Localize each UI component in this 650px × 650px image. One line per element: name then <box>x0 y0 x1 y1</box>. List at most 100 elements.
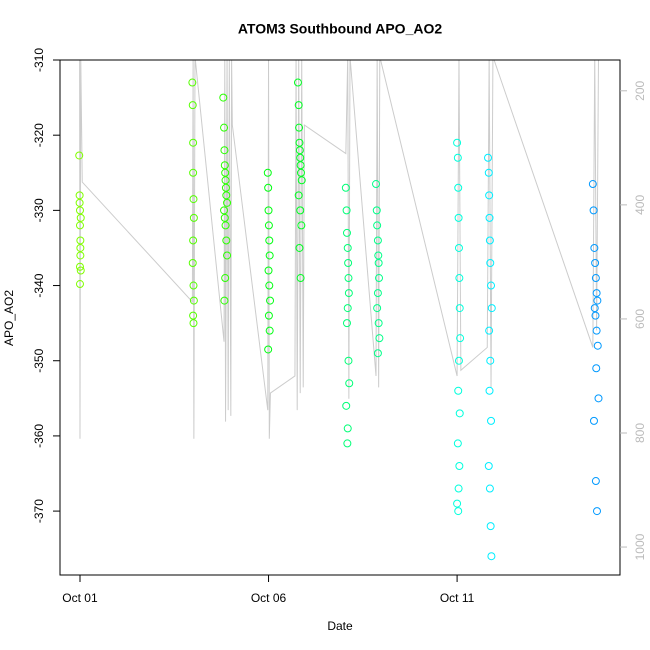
data-point <box>487 552 496 561</box>
data-point <box>373 304 382 313</box>
data-point <box>342 206 351 215</box>
data-point <box>345 379 354 388</box>
y-tick-label: -350 <box>32 348 46 372</box>
data-point <box>295 138 304 147</box>
data-point <box>344 289 353 298</box>
data-point <box>342 401 351 410</box>
data-point <box>189 281 198 290</box>
data-point <box>592 289 601 298</box>
data-point <box>374 251 383 260</box>
data-point <box>454 213 463 222</box>
data-point <box>374 319 383 328</box>
data-point <box>454 507 463 516</box>
data-point <box>265 251 274 260</box>
data-point <box>76 251 85 260</box>
data-point <box>592 507 601 516</box>
data-point <box>344 258 353 267</box>
y-tick-label: -340 <box>32 273 46 297</box>
data-point <box>374 258 383 267</box>
data-point <box>453 138 462 147</box>
data-point <box>591 477 600 486</box>
data-point <box>485 191 494 200</box>
data-point <box>220 146 229 155</box>
data-point <box>485 213 494 222</box>
data-point <box>454 183 463 192</box>
data-point <box>454 386 463 395</box>
data-point <box>264 311 273 320</box>
plot-area <box>75 60 603 561</box>
data-point <box>591 274 600 283</box>
data-point <box>75 151 84 160</box>
data-point <box>343 304 352 313</box>
data-point <box>220 206 229 215</box>
data-point <box>76 243 85 252</box>
data-point <box>223 198 232 207</box>
data-point <box>189 296 198 305</box>
data-point <box>591 258 600 267</box>
data-point <box>223 251 232 260</box>
x-tick-label: Oct 11 <box>440 591 475 605</box>
data-point <box>296 161 305 170</box>
data-point <box>295 243 304 252</box>
data-point <box>220 213 229 222</box>
altitude-line <box>79 60 599 439</box>
data-point <box>75 221 84 230</box>
data-point <box>455 461 464 470</box>
data-point <box>592 326 601 335</box>
data-point <box>344 356 353 365</box>
data-point <box>76 266 85 275</box>
data-point <box>220 123 229 132</box>
data-point <box>265 236 274 245</box>
x-tick-label: Oct 06 <box>251 591 287 605</box>
data-point <box>189 213 198 222</box>
data-point <box>593 341 602 350</box>
data-point <box>75 262 84 271</box>
data-point <box>219 93 228 102</box>
data-point <box>372 180 381 189</box>
data-point <box>373 221 382 230</box>
data-point <box>343 439 352 448</box>
data-point <box>342 228 351 237</box>
data-point <box>296 153 305 162</box>
data-point <box>221 274 230 283</box>
data-point <box>221 168 230 177</box>
data-point <box>264 206 273 215</box>
data-point <box>296 206 305 215</box>
data-point <box>484 168 493 177</box>
data-point <box>372 206 381 215</box>
data-point <box>75 191 84 200</box>
data-point <box>591 311 600 320</box>
data-point <box>295 123 304 132</box>
data-point <box>373 236 382 245</box>
data-point <box>487 304 496 313</box>
chart-title: ATOM3 Southbound APO_AO2 <box>238 21 443 37</box>
plot-frame <box>59 59 621 576</box>
y2-tick-label: 200 <box>633 80 647 100</box>
data-point <box>221 183 230 192</box>
y2-tick-label: 400 <box>633 195 647 215</box>
data-point <box>188 258 197 267</box>
data-point <box>222 191 231 200</box>
data-point <box>189 236 198 245</box>
data-point <box>189 168 198 177</box>
data-point <box>188 101 197 110</box>
data-point <box>453 499 462 508</box>
data-point <box>485 326 494 335</box>
data-point <box>590 304 599 313</box>
data-point <box>297 221 306 230</box>
data-point <box>589 206 598 215</box>
y-tick-label: -330 <box>32 198 46 222</box>
data-point <box>455 304 464 313</box>
data-point <box>75 206 84 215</box>
data-point <box>375 334 384 343</box>
data-point <box>265 281 274 290</box>
data-point <box>294 101 303 110</box>
data-point <box>189 138 198 147</box>
data-point <box>486 258 495 267</box>
data-point <box>189 311 198 320</box>
data-point <box>189 195 198 204</box>
data-point <box>485 386 494 395</box>
data-point <box>189 319 198 328</box>
data-point <box>75 280 84 289</box>
